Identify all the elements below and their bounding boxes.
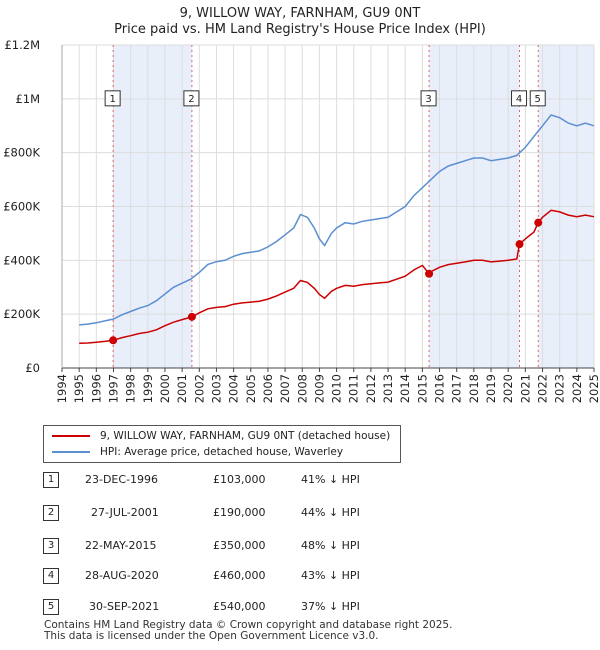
x-tick-label: 2003 [209, 374, 223, 403]
y-tick-label: £200K [3, 307, 40, 321]
sale-row: 3 22-MAY-2015 £350,000 48% ↓ HPI [43, 538, 403, 558]
y-tick-label: £600K [3, 200, 40, 214]
x-tick-label: 1997 [106, 374, 120, 403]
x-tick-label: 2021 [518, 374, 532, 403]
sale-label-box [529, 90, 546, 107]
sale-row: 2 27-JUL-2001 £190,000 44% ↓ HPI [43, 505, 403, 525]
sale-price: £350,000 [213, 539, 266, 552]
sale-point [425, 269, 434, 278]
sale-row: 5 30-SEP-2021 £540,000 37% ↓ HPI [43, 599, 403, 619]
sale-point [109, 336, 118, 345]
sale-label: 5 [535, 94, 541, 105]
sale-price: £540,000 [213, 600, 266, 613]
x-tick-label: 2004 [227, 374, 241, 403]
x-tick-label: 2000 [158, 374, 172, 403]
sale-number-badge: 5 [43, 599, 59, 615]
sale-point [515, 240, 524, 249]
x-tick-label: 2010 [330, 374, 344, 403]
x-tick-label: 2023 [553, 374, 567, 403]
sale-label: 2 [188, 94, 194, 105]
sale-label: 3 [425, 94, 431, 105]
x-tick-label: 2025 [587, 374, 600, 403]
x-tick-label: 2005 [244, 374, 258, 403]
attribution-footer: Contains HM Land Registry data © Crown c… [44, 620, 452, 642]
y-tick-label: £400K [3, 253, 40, 267]
x-tick-label: 2012 [364, 374, 378, 403]
sale-label-box [420, 90, 437, 107]
hpi-series-line [79, 114, 595, 326]
sale-label: 4 [516, 94, 522, 105]
legend-swatch-property [52, 435, 90, 437]
sale-label-box [183, 90, 200, 107]
attribution-line-1: Contains HM Land Registry data © Crown c… [44, 619, 453, 631]
sale-row: 1 23-DEC-1996 £103,000 41% ↓ HPI [43, 472, 403, 492]
sale-label-box [104, 90, 121, 107]
y-tick-label: £0 [25, 361, 40, 375]
sale-date: 30-SEP-2021 [89, 600, 160, 613]
sale-date: 28-AUG-2020 [85, 569, 159, 582]
x-tick-label: 2006 [261, 374, 275, 403]
chart-title: 9, WILLOW WAY, FARNHAM, GU9 0NT [179, 6, 421, 21]
sale-date: 23-DEC-1996 [85, 473, 159, 486]
x-tick-label: 2009 [312, 374, 326, 403]
sale-label-box [511, 90, 528, 107]
sale-hpi-diff: 48% ↓ HPI [301, 539, 360, 552]
x-tick-label: 2011 [347, 374, 361, 403]
sale-number-badge: 1 [43, 472, 59, 488]
sale-date: 27-JUL-2001 [91, 506, 159, 519]
sale-point [534, 218, 543, 227]
x-tick-label: 2016 [433, 374, 447, 403]
x-tick-label: 2022 [536, 374, 550, 403]
chart-legend: 9, WILLOW WAY, FARNHAM, GU9 0NT (detache… [43, 425, 401, 463]
legend-item-hpi: HPI: Average price, detached house, Wave… [52, 444, 343, 460]
sale-price: £103,000 [213, 473, 266, 486]
x-tick-label: 2008 [295, 374, 309, 403]
sale-price: £190,000 [213, 506, 266, 519]
x-tick-label: 1998 [124, 374, 138, 403]
attribution-line-2: This data is licensed under the Open Gov… [44, 630, 379, 642]
legend-label-hpi: HPI: Average price, detached house, Wave… [100, 446, 344, 458]
x-tick-label: 1996 [89, 374, 103, 403]
chart-subtitle: Price paid vs. HM Land Registry's House … [114, 22, 486, 37]
legend-swatch-hpi [52, 451, 90, 453]
property-series-line [79, 209, 595, 344]
legend-item-property: 9, WILLOW WAY, FARNHAM, GU9 0NT (detache… [52, 428, 390, 444]
x-tick-label: 2017 [450, 374, 464, 403]
sale-number-badge: 2 [43, 505, 59, 521]
x-tick-label: 2018 [467, 374, 481, 403]
sale-hpi-diff: 43% ↓ HPI [301, 569, 360, 582]
x-tick-label: 2001 [175, 374, 189, 403]
sale-label: 1 [109, 94, 115, 105]
x-tick-label: 1995 [72, 374, 86, 403]
y-tick-label: £1.2M [4, 38, 40, 52]
x-tick-label: 2024 [570, 374, 584, 403]
sale-date: 22-MAY-2015 [85, 539, 157, 552]
x-tick-label: 2002 [192, 374, 206, 403]
x-tick-label: 2014 [398, 374, 412, 403]
sale-hpi-diff: 37% ↓ HPI [301, 600, 360, 613]
legend-label-property: 9, WILLOW WAY, FARNHAM, GU9 0NT (detache… [100, 430, 391, 442]
sale-point [187, 312, 196, 321]
y-tick-label: £800K [3, 146, 40, 160]
x-tick-label: 1994 [55, 374, 69, 403]
x-tick-label: 2015 [415, 374, 429, 403]
sale-hpi-diff: 41% ↓ HPI [301, 473, 360, 486]
x-tick-label: 1999 [141, 374, 155, 403]
sale-number-badge: 3 [43, 538, 59, 554]
x-tick-label: 2019 [484, 374, 498, 403]
sale-row: 4 28-AUG-2020 £460,000 43% ↓ HPI [43, 568, 403, 588]
sale-number-badge: 4 [43, 568, 59, 584]
sale-hpi-diff: 44% ↓ HPI [301, 506, 360, 519]
x-tick-label: 2007 [278, 374, 292, 403]
x-tick-label: 2020 [501, 374, 515, 403]
y-tick-label: £1M [15, 92, 40, 106]
x-tick-label: 2013 [381, 374, 395, 403]
sale-price: £460,000 [213, 569, 266, 582]
